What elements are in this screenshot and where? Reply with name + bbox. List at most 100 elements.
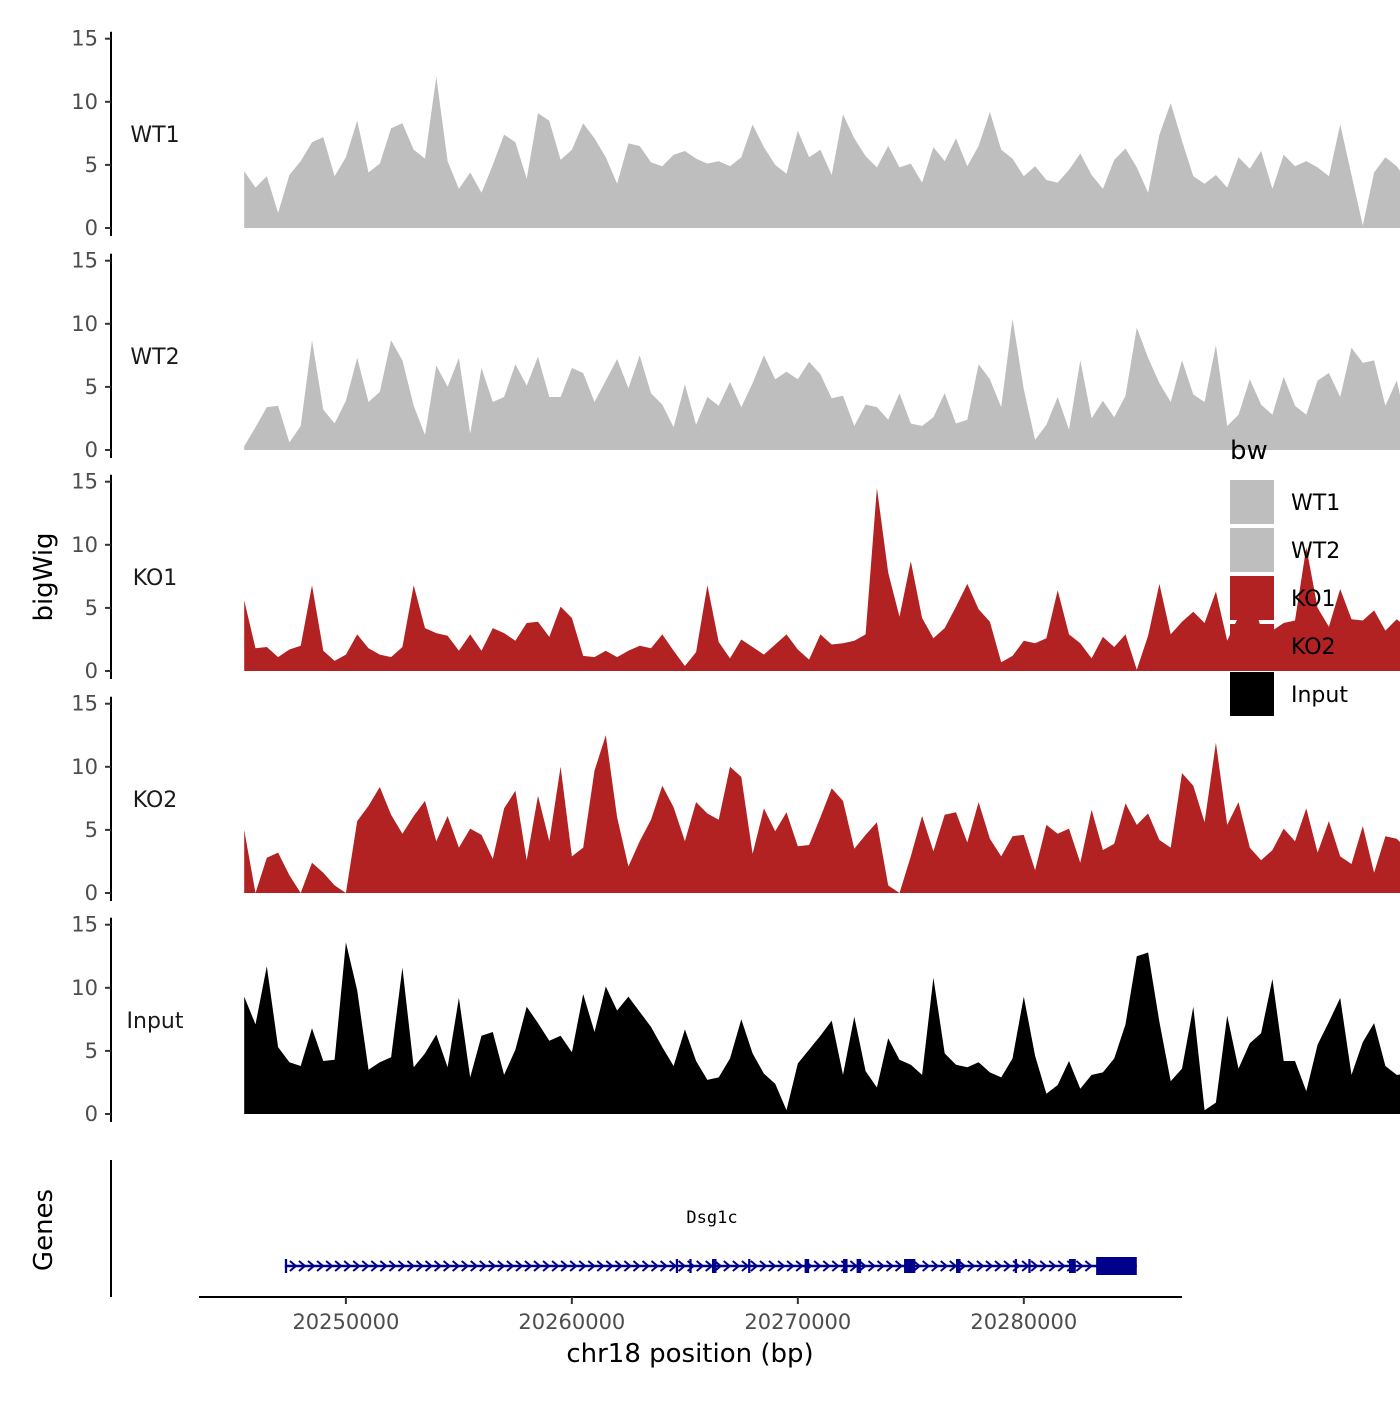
gene-track-label: Genes — [29, 1189, 59, 1271]
strand-chevron — [605, 1260, 614, 1272]
strand-chevron — [406, 1260, 415, 1272]
signal-tracks: 0 5 10 15 WT1 0 5 10 15 WT2 0 5 10 15 KO1 0 5 10 15 KO2 0 5 10… — [71, 27, 1400, 1126]
y-tick-label: 0 — [85, 1102, 98, 1126]
strand-chevron — [922, 1260, 931, 1272]
strand-chevron — [949, 1260, 958, 1272]
legend: bw WT1 WT2 KO1 KO2 Input — [1230, 436, 1348, 716]
coverage-area-wt2 — [244, 318, 1400, 450]
track-label: KO1 — [133, 566, 178, 591]
y-axis-title: bigWig — [29, 532, 59, 621]
strand-chevron — [316, 1260, 325, 1272]
y-tick-label: 5 — [85, 596, 98, 620]
y-tick-label: 15 — [71, 27, 98, 51]
gene-name-label: Dsg1c — [686, 1208, 737, 1228]
legend-key-ko1 — [1230, 576, 1274, 620]
track-ko1: 0 5 10 15 KO1 — [71, 470, 1400, 683]
track-label: Input — [127, 1009, 184, 1034]
strand-chevron — [849, 1260, 858, 1272]
strand-chevron — [424, 1260, 434, 1272]
strand-chevron — [759, 1260, 768, 1272]
strand-chevron — [596, 1260, 605, 1272]
strand-chevron — [1021, 1260, 1030, 1272]
strand-chevron — [741, 1260, 750, 1272]
strand-chevron — [1048, 1260, 1057, 1272]
y-tick-label: 10 — [71, 976, 98, 1000]
y-tick-label: 10 — [71, 533, 98, 557]
strand-chevron — [768, 1260, 777, 1272]
exon — [843, 1259, 848, 1273]
track-wt1: 0 5 10 15 WT1 — [71, 27, 1400, 240]
strand-chevron — [542, 1260, 551, 1272]
strand-chevron — [750, 1260, 759, 1272]
strand-chevron — [650, 1260, 660, 1272]
y-tick-label: 0 — [85, 216, 98, 240]
x-tick-label: 20250000 — [292, 1310, 399, 1334]
legend-label-wt1: WT1 — [1291, 491, 1340, 516]
strand-chevron — [976, 1260, 985, 1272]
exon — [856, 1259, 862, 1273]
strand-chevron — [994, 1260, 1003, 1272]
y-tick-label: 10 — [71, 755, 98, 779]
exon — [804, 1259, 810, 1273]
y-tick-label: 5 — [85, 1039, 98, 1063]
y-tick-label: 5 — [85, 153, 98, 177]
strand-chevron — [940, 1260, 949, 1272]
coverage-area-wt1 — [244, 76, 1400, 228]
strand-chevron — [451, 1260, 461, 1272]
strand-chevron — [967, 1260, 976, 1272]
strand-chevron — [1084, 1260, 1093, 1272]
strand-chevron — [723, 1260, 732, 1272]
strand-chevron — [479, 1260, 488, 1272]
strand-chevron — [578, 1260, 587, 1272]
strand-chevron — [334, 1260, 343, 1272]
exon — [689, 1259, 692, 1273]
track-label: WT2 — [130, 345, 179, 370]
strand-chevron — [506, 1260, 515, 1272]
legend-label-ko1: KO1 — [1291, 587, 1336, 612]
strand-chevron — [461, 1260, 470, 1272]
legend-key-wt2 — [1230, 528, 1274, 572]
exon — [1096, 1257, 1137, 1275]
strand-chevron — [298, 1260, 307, 1272]
strand-chevron — [714, 1260, 723, 1272]
strand-chevron — [885, 1260, 895, 1272]
legend-title: bw — [1230, 436, 1268, 466]
strand-chevron — [370, 1260, 379, 1272]
strand-chevron — [497, 1260, 506, 1272]
strand-chevron — [1003, 1260, 1012, 1272]
strand-chevron — [379, 1260, 388, 1272]
strand-chevron — [958, 1260, 967, 1272]
strand-chevron — [705, 1260, 714, 1272]
strand-chevron — [551, 1260, 560, 1272]
y-tick-label: 15 — [71, 470, 98, 494]
y-tick-label: 0 — [85, 881, 98, 905]
strand-chevron — [813, 1260, 822, 1272]
exon — [1014, 1259, 1018, 1273]
track-input: 0 5 10 15 Input — [71, 913, 1400, 1126]
strand-chevron — [931, 1260, 940, 1272]
strand-chevron — [352, 1260, 361, 1272]
x-tick-label: 20260000 — [518, 1310, 625, 1334]
coverage-area-ko2 — [244, 735, 1400, 893]
strand-chevron — [677, 1260, 687, 1272]
strand-chevron — [560, 1260, 569, 1272]
strand-chevron — [831, 1260, 840, 1272]
strand-chevron — [470, 1260, 479, 1272]
strand-chevron — [325, 1260, 334, 1272]
x-axis: 20250000 20260000 20270000 20280000 — [199, 1296, 1182, 1334]
strand-chevron — [623, 1260, 632, 1272]
exon — [956, 1259, 961, 1273]
strand-chevron — [912, 1260, 922, 1272]
exon — [284, 1259, 288, 1273]
track-label: WT1 — [130, 123, 179, 148]
y-tick-label: 5 — [85, 818, 98, 842]
strand-chevron — [361, 1260, 370, 1272]
strand-chevron — [587, 1260, 596, 1272]
legend-key-input — [1230, 672, 1274, 716]
strand-chevron — [289, 1260, 298, 1272]
strand-chevron — [524, 1260, 533, 1272]
x-axis-title: chr18 position (bp) — [566, 1339, 813, 1369]
strand-chevron — [415, 1260, 425, 1272]
strand-chevron — [668, 1260, 678, 1272]
x-tick-label: 20270000 — [744, 1310, 851, 1334]
